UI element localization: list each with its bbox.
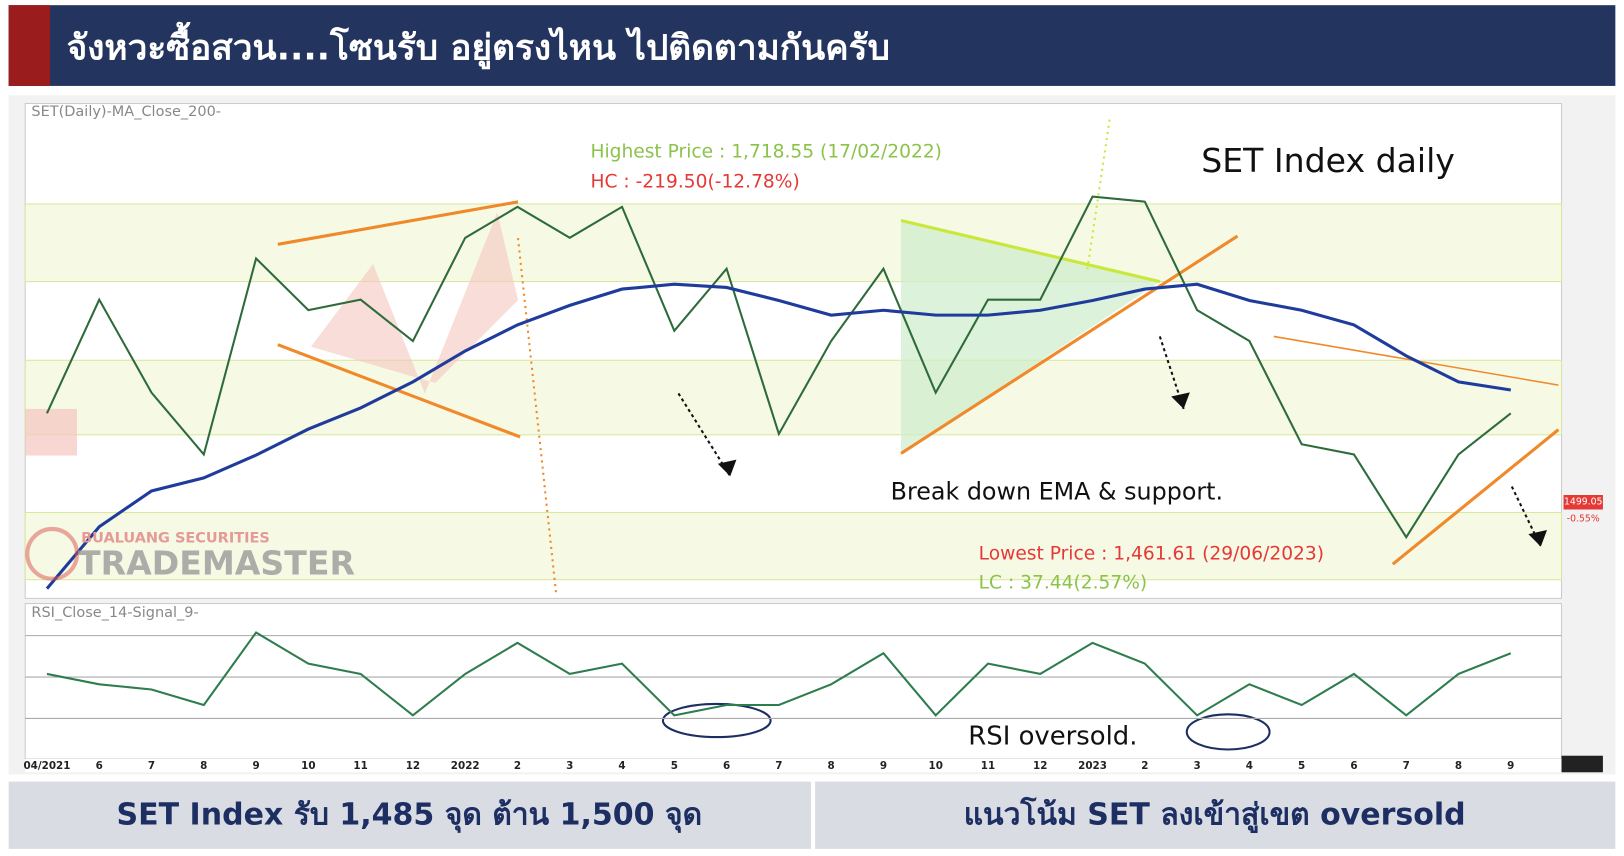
x-tick-label: 3 [566, 760, 573, 772]
triangle-pattern [901, 220, 1160, 454]
x-tick-label: 6 [723, 760, 730, 772]
arrow-head [1171, 392, 1190, 409]
wedge-pattern [310, 212, 518, 394]
annotation: Highest Price : 1,718.55 (17/02/2022) [590, 142, 941, 163]
x-tick-label: 12 [406, 760, 420, 772]
annotation: Lowest Price : 1,461.61 (29/06/2023) [979, 543, 1324, 564]
header-bar [8, 5, 1616, 86]
series-line [46, 631, 1512, 717]
series-name: RSI_Close_14-Signal_9- [31, 605, 198, 621]
support-band [24, 359, 1563, 436]
x-tick-label: 11 [353, 760, 367, 772]
footer-right: แนวโน้ม SET ลงเข้าสู่เขต oversold [964, 795, 1466, 833]
x-tick-label: 2023 [1078, 760, 1107, 772]
series-line [46, 195, 1512, 540]
x-tick-label: 11 [981, 760, 995, 772]
x-tick-label: 6 [1350, 760, 1357, 772]
watermark-product: TRADEMASTER [78, 544, 355, 583]
header-title: จังหวะซื้อสวน....โซนรับ อยู่ตรงไหน ไปติด… [67, 22, 890, 70]
series-line [45, 282, 1512, 590]
annotation: SET Index daily [1201, 141, 1455, 180]
x-tick-label: 7 [775, 760, 782, 772]
support-band [24, 511, 1563, 581]
red-zone [25, 408, 77, 456]
x-tick-label: 2 [1141, 760, 1148, 772]
logo-mark [25, 526, 80, 581]
last-change: -0.55% [1567, 513, 1600, 524]
series-name: SET(Daily)-MA_Close_200- [31, 104, 221, 120]
footer-left-panel [8, 781, 811, 849]
watermark-brand: BUALUANG SECURITIES [81, 530, 270, 546]
x-tick-label: 9 [880, 760, 887, 772]
x-tick-label: 8 [828, 760, 835, 772]
axis-corner [1561, 755, 1603, 773]
x-tick-label: 04/2021 [23, 760, 70, 772]
projection-line [1086, 115, 1112, 270]
trend-arrow [677, 392, 732, 477]
trend-line [277, 200, 519, 246]
x-tick-label: 7 [148, 760, 155, 772]
footer-right-panel [815, 781, 1616, 849]
x-tick-label: 6 [96, 760, 103, 772]
oversold-circle [661, 702, 772, 739]
rsi-panel [24, 603, 1563, 760]
annotation: HC : -219.50(-12.78%) [590, 172, 799, 193]
x-tick-label: 3 [1194, 760, 1201, 772]
x-tick-label: 5 [671, 760, 678, 772]
x-tick-label: 8 [1455, 760, 1462, 772]
x-tick-label: 10 [929, 760, 943, 772]
x-tick-label: 8 [200, 760, 207, 772]
last-price-label: 1499.05 [1564, 497, 1603, 508]
support-band [24, 203, 1563, 283]
x-tick-label: 9 [252, 760, 259, 772]
projection-line [516, 237, 558, 596]
trend-line [900, 218, 1161, 284]
last-price-box [1563, 495, 1603, 510]
arrow-head [717, 459, 737, 477]
trend-line [1391, 428, 1560, 566]
trend-line [277, 343, 521, 439]
x-tick-label: 9 [1507, 760, 1514, 772]
trend-line [900, 234, 1239, 455]
x-tick-label: 10 [301, 760, 315, 772]
header-accent [8, 5, 51, 86]
x-tick-label: 7 [1403, 760, 1410, 772]
annotation: Break down EMA & support. [891, 477, 1223, 505]
x-tick-label: 5 [1298, 760, 1305, 772]
x-tick-label: 12 [1033, 760, 1047, 772]
trend-arrow [1510, 486, 1542, 548]
oversold-circle [1185, 713, 1271, 751]
x-tick-label: 2022 [451, 760, 480, 772]
x-axis-strip [25, 758, 1603, 773]
annotation: RSI oversold. [968, 722, 1137, 752]
x-tick-label: 4 [1246, 760, 1253, 772]
arrow-head [1528, 530, 1548, 547]
footer-left: SET Index รับ 1,485 จุด ต้าน 1,500 จุด [117, 797, 703, 833]
x-tick-label: 4 [618, 760, 625, 772]
annotation: LC : 37.44(2.57%) [979, 572, 1148, 593]
chart: SET(Daily)-MA_Close_200- RSI_Close_14-Sig… [23, 104, 1603, 772]
x-tick-label: 2 [514, 760, 521, 772]
